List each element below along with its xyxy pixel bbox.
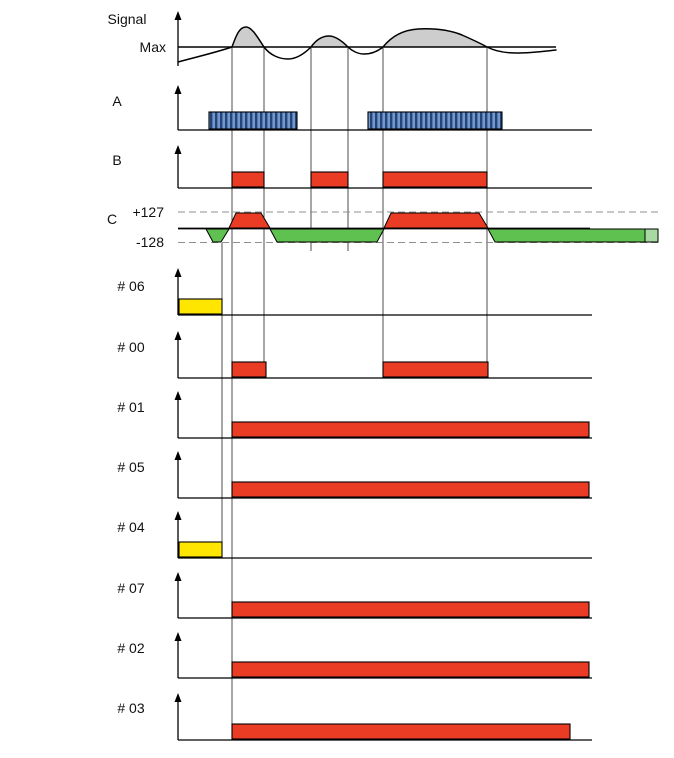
row-label-a: A — [112, 93, 122, 109]
signal-overmax-fill-3 — [383, 28, 487, 47]
red-pulse — [310, 171, 349, 188]
signal-row: Signal Max — [108, 11, 557, 66]
axis-arrow-icon — [174, 85, 182, 94]
row-ch07: # 07 — [117, 572, 592, 619]
row-b: B — [112, 145, 592, 189]
axis-arrow-icon — [174, 693, 182, 702]
red-pulse — [231, 361, 267, 378]
row-ch05: # 05 — [117, 451, 592, 499]
max-label: Max — [140, 39, 166, 55]
red-pulse — [231, 421, 590, 438]
signal-waveform — [177, 26, 557, 63]
red-pulse — [231, 723, 571, 740]
c-level-shapes — [205, 212, 659, 243]
row-label-ch01: # 01 — [117, 399, 144, 415]
axis-arrow-icon — [174, 451, 182, 460]
red-pulse — [231, 481, 590, 498]
row-a: A — [112, 85, 592, 131]
axis-arrow-icon — [174, 632, 182, 641]
signal-label: Signal — [108, 11, 147, 27]
row-ch04: # 04 — [117, 511, 592, 559]
red-pulse — [231, 661, 590, 678]
red-pulse — [231, 171, 265, 188]
row-label-ch05: # 05 — [117, 459, 144, 475]
blue-pulse — [367, 111, 503, 130]
event-connector-lines — [221, 48, 488, 740]
row-ch06: # 06 — [117, 268, 592, 316]
axis-arrow-icon — [174, 268, 182, 277]
c-level-green-segment — [205, 228, 230, 243]
plus127-label: +127 — [132, 204, 164, 220]
row-c: C +127 -128 — [107, 204, 661, 250]
red-pulse — [231, 601, 590, 618]
row-ch01: # 01 — [117, 391, 592, 439]
minus128-label: -128 — [136, 234, 164, 250]
c-level-green-segment — [487, 228, 646, 243]
row-label-ch07: # 07 — [117, 580, 144, 596]
axis-arrow-icon — [174, 331, 182, 340]
yellow-pulse — [178, 541, 223, 558]
row-ch00: # 00 — [117, 331, 592, 379]
axis-arrow-icon — [174, 572, 182, 581]
row-label-ch02: # 02 — [117, 640, 144, 656]
row-label-b: B — [112, 152, 121, 168]
c-level-green-segment — [269, 228, 385, 243]
red-pulse — [382, 361, 489, 378]
c-level-red-segment — [383, 212, 489, 229]
row-ch02: # 02 — [117, 632, 592, 679]
signal-overmax-fill-1 — [232, 27, 264, 47]
row-label-ch06: # 06 — [117, 278, 144, 294]
axis-arrow-icon — [174, 511, 182, 520]
c-label: C — [107, 211, 117, 227]
axis-arrow-icon — [174, 145, 182, 154]
axis-arrow-icon — [174, 391, 182, 400]
red-pulse — [382, 171, 488, 188]
row-label-ch00: # 00 — [117, 339, 144, 355]
pulse-rows: A B # 06 # 00 # 01 # 05 # 04 # 07 # 02 # 03 — [112, 85, 592, 741]
row-label-ch04: # 04 — [117, 519, 144, 535]
row-label-ch03: # 03 — [117, 700, 144, 716]
c-level-green_light-segment — [644, 228, 659, 243]
signal-axis-arrow-icon — [174, 11, 182, 20]
row-ch03: # 03 — [117, 693, 592, 741]
blue-pulse — [208, 111, 298, 130]
yellow-pulse — [178, 298, 223, 315]
